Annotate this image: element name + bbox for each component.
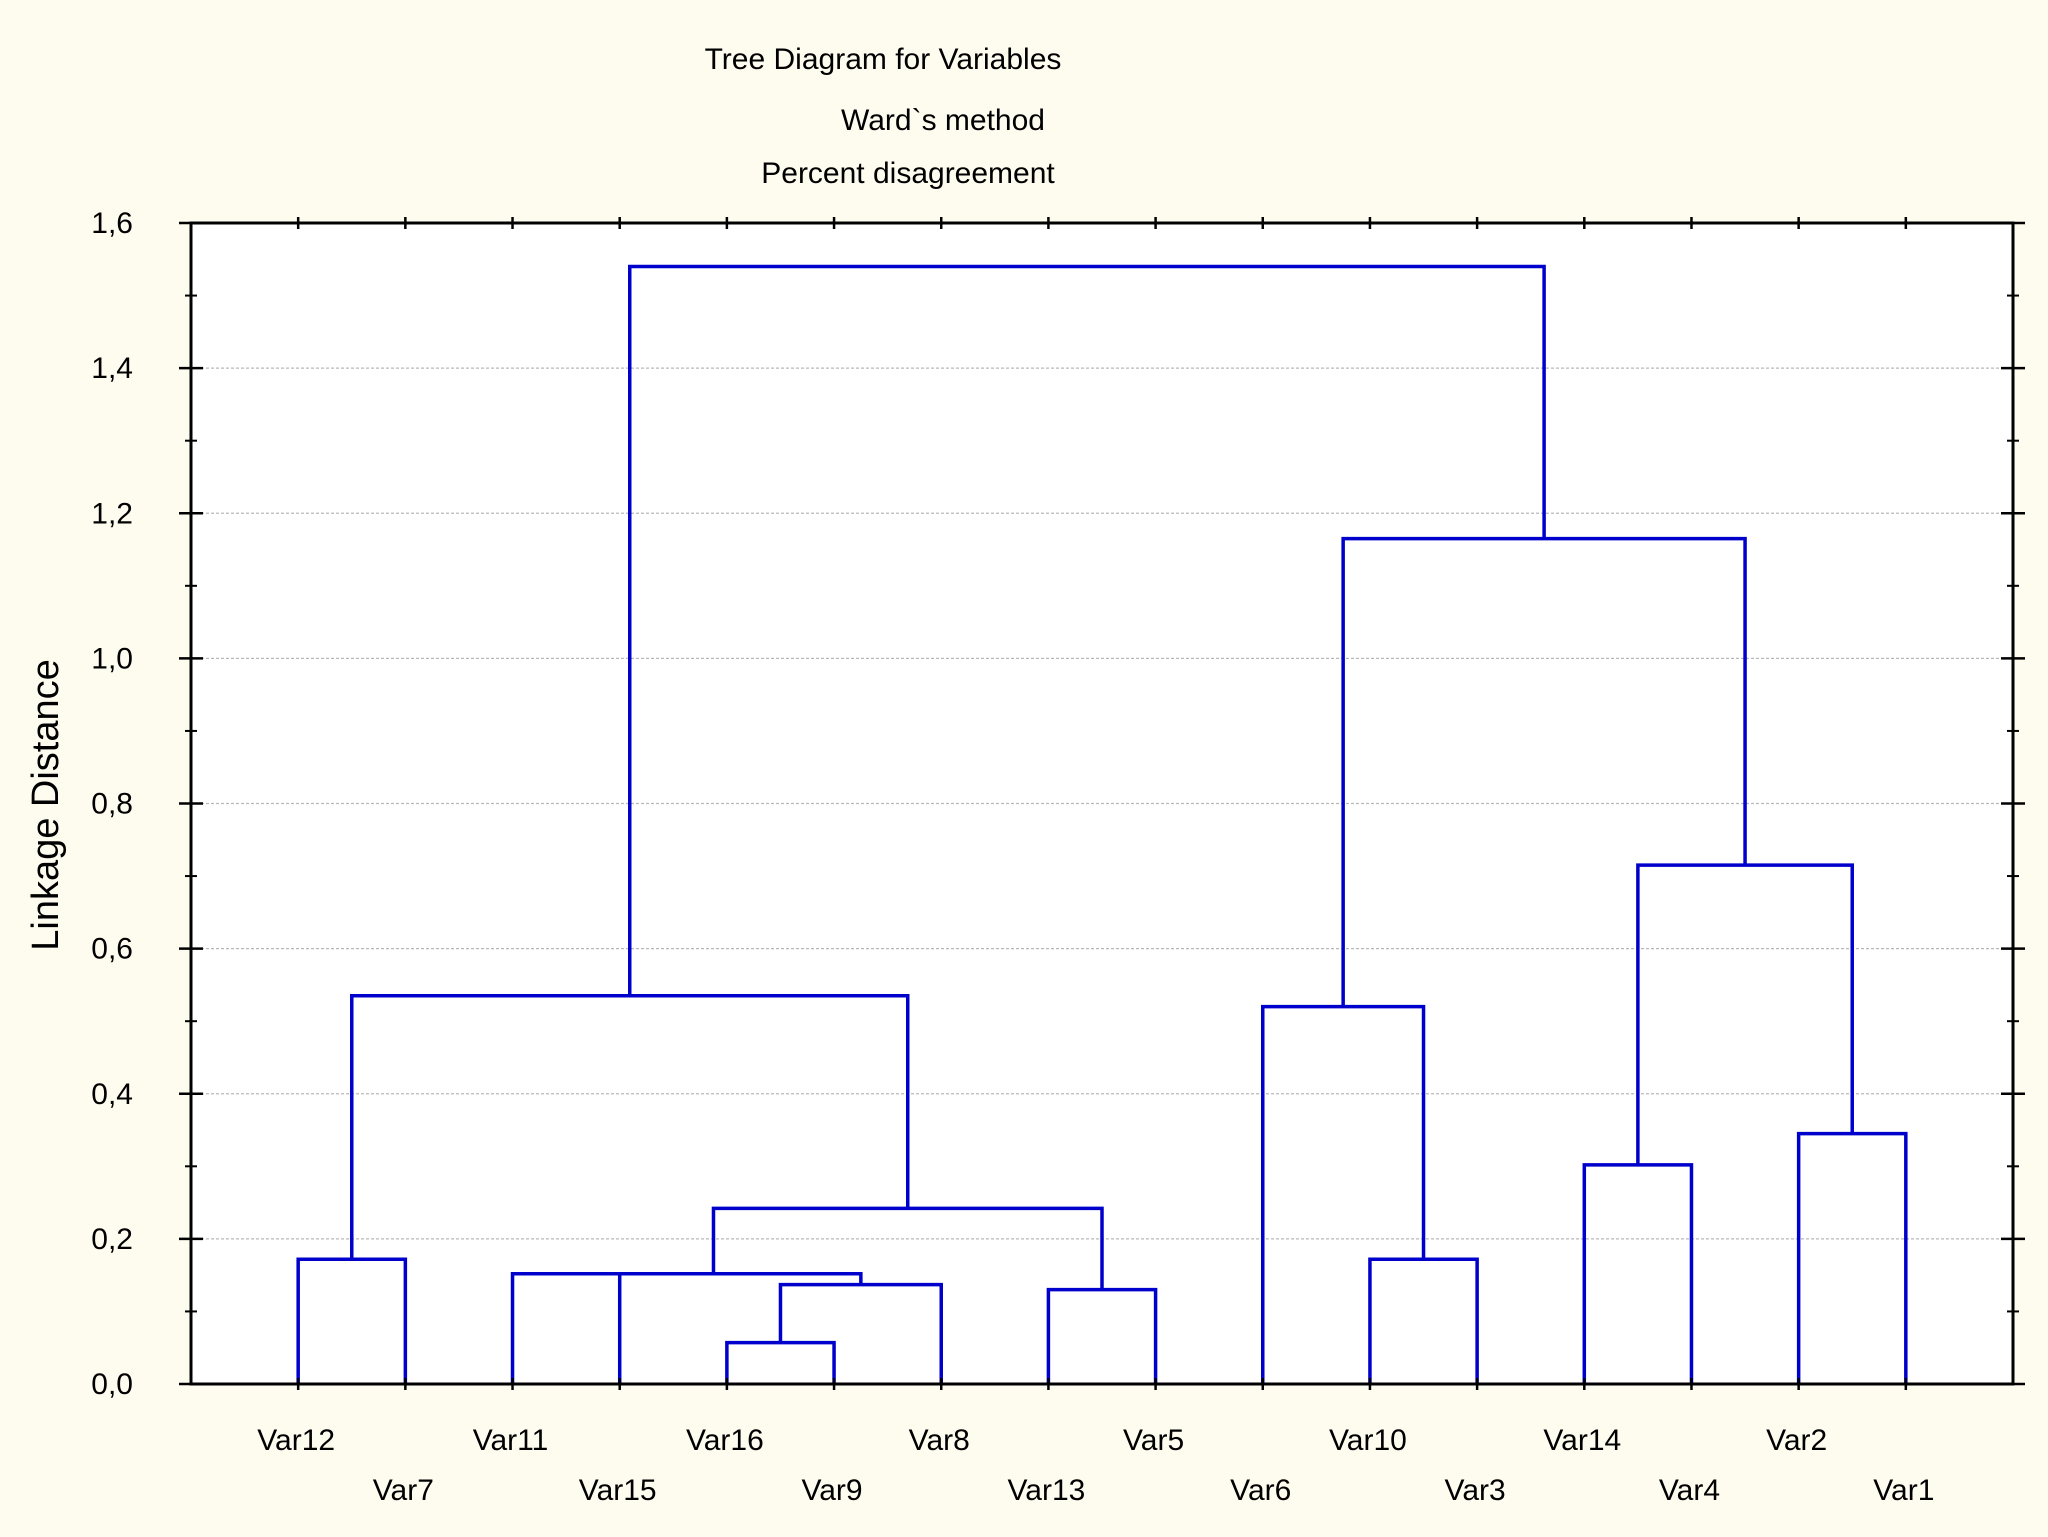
leaf-label: Var2 — [1766, 1424, 1827, 1457]
y-tick-label: 0,6 — [91, 933, 133, 966]
leaf-label: Var8 — [909, 1424, 970, 1457]
dendrogram-link — [1796, 1131, 1908, 1384]
y-tick-label: 0,0 — [91, 1368, 133, 1401]
y-axis-label: Linkage Distance — [25, 659, 67, 951]
y-tick-label: 1,0 — [91, 642, 133, 675]
leaf-label: Var11 — [473, 1424, 549, 1457]
leaf-label: Var1 — [1873, 1474, 1934, 1507]
axis-ticks — [179, 217, 2025, 1390]
leaf-label: Var7 — [373, 1474, 434, 1507]
dendrogram-link — [725, 1340, 836, 1384]
dendrogram-link — [711, 1206, 1104, 1290]
dendrogram-link — [350, 994, 910, 1260]
y-tick-label: 0,8 — [91, 788, 133, 821]
leaf-label: Var14 — [1543, 1424, 1621, 1457]
dendrogram-link — [778, 1282, 943, 1384]
chart-title-line-3: Percent disagreement — [761, 157, 1055, 190]
leaf-labels: Var12 Var7 Var11 Var15 Var16 Var9 Var8 Var13 Var… — [257, 1424, 1934, 1507]
dendrogram-links — [296, 264, 1908, 1384]
dendrogram-link — [628, 264, 1546, 996]
dendrogram-link — [510, 1271, 622, 1384]
chart-title-line-1: Tree Diagram for Variables — [705, 43, 1062, 76]
y-tick-label: 1,6 — [91, 207, 133, 240]
chart-titles: Tree Diagram for Variables Ward`s method… — [705, 43, 1062, 190]
leaf-label: Var9 — [801, 1474, 862, 1507]
dendrogram-link — [1341, 536, 1747, 1007]
leaf-label: Var3 — [1445, 1474, 1506, 1507]
dendrogram-link — [566, 1271, 863, 1285]
y-tick-label: 1,2 — [91, 497, 133, 530]
y-tick-label: 1,4 — [91, 352, 133, 385]
leaf-label: Var6 — [1230, 1474, 1291, 1507]
leaf-label: Var13 — [1007, 1474, 1085, 1507]
y-tick-labels: 0,0 0,2 0,4 0,6 0,8 1,0 1,2 1,4 1,6 — [91, 207, 133, 1401]
leaf-label: Var5 — [1123, 1424, 1184, 1457]
leaf-label: Var16 — [686, 1424, 764, 1457]
leaf-label: Var10 — [1329, 1424, 1407, 1457]
dendrogram-link — [1046, 1287, 1158, 1384]
leaf-label: Var15 — [579, 1474, 657, 1507]
chart-title-line-2: Ward`s method — [841, 104, 1045, 137]
leaf-label: Var4 — [1659, 1474, 1720, 1507]
leaf-label: Var12 — [257, 1424, 335, 1457]
y-tick-label: 0,2 — [91, 1223, 133, 1256]
y-tick-label: 0,4 — [91, 1078, 133, 1111]
